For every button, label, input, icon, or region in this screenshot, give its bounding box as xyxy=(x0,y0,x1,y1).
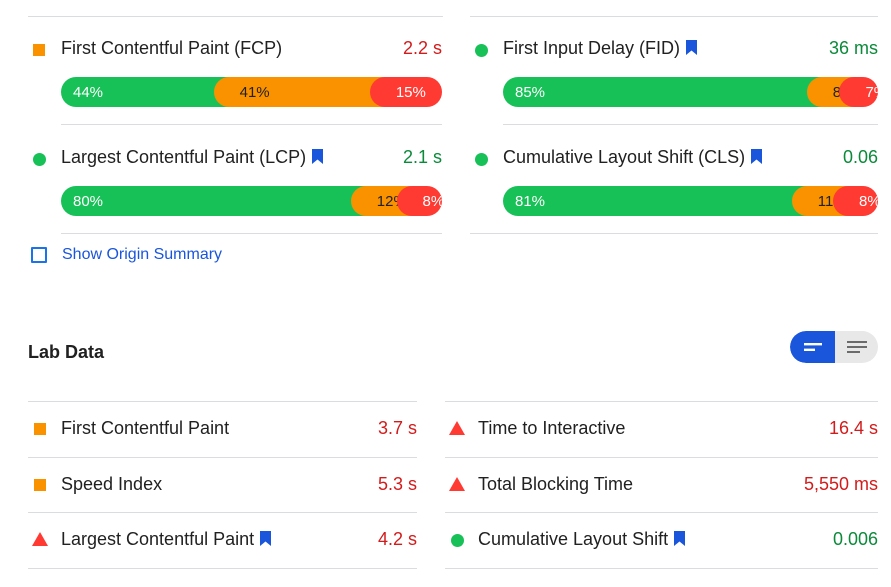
divider xyxy=(445,568,878,569)
metric-name: Largest Contentful Paint xyxy=(61,529,255,549)
metric-name: Time to Interactive xyxy=(478,418,626,438)
good-segment: 85% xyxy=(503,77,822,107)
divider xyxy=(28,457,417,458)
orange-square-icon xyxy=(33,44,45,56)
metric-value: 2.1 s xyxy=(402,147,442,167)
divider xyxy=(445,457,878,458)
divider xyxy=(28,512,417,513)
divider xyxy=(61,124,442,125)
field-metric-fid: First Input Delay (FID) 36 ms 85% 8% 7% xyxy=(475,34,878,107)
metric-name-wrap: Cumulative Layout Shift xyxy=(478,529,686,550)
green-circle-icon xyxy=(475,153,488,166)
metric-value: 16.4 s xyxy=(828,418,878,438)
origin-summary-toggle[interactable]: Show Origin Summary xyxy=(31,246,222,264)
field-metric-cls: Cumulative Layout Shift (CLS) 0.06 81% 1… xyxy=(475,143,878,216)
lab-metric-lcp: Largest Contentful Paint 4.2 s xyxy=(28,512,417,568)
lab-metric-cls: Cumulative Layout Shift 0.006 xyxy=(445,512,878,568)
metric-value: 3.7 s xyxy=(377,418,417,438)
distribution-bar: 44% 41% 15% xyxy=(61,77,442,107)
divider xyxy=(445,512,878,513)
metric-name-wrap: Largest Contentful Paint xyxy=(61,529,272,550)
orange-square-icon xyxy=(34,423,46,435)
metric-value: 0.06 xyxy=(842,147,878,167)
distribution-bar: 81% 11% 8% xyxy=(503,186,878,216)
list-detailed-icon[interactable] xyxy=(790,331,835,363)
good-segment: 44% xyxy=(61,77,229,107)
red-triangle-icon xyxy=(32,532,48,546)
metric-name: First Contentful Paint (FCP) xyxy=(61,38,283,58)
metric-name: Total Blocking Time xyxy=(478,474,634,494)
origin-summary-label[interactable]: Show Origin Summary xyxy=(62,246,223,263)
poor-segment: 8% xyxy=(833,186,878,216)
bookmark-icon[interactable] xyxy=(674,530,686,546)
metric-name: Largest Contentful Paint (LCP) xyxy=(61,147,307,167)
divider xyxy=(445,401,878,402)
metric-value: 2.2 s xyxy=(402,38,442,58)
divider xyxy=(61,233,442,234)
divider xyxy=(28,401,417,402)
metric-name: First Contentful Paint xyxy=(61,418,230,438)
good-segment: 80% xyxy=(61,186,366,216)
lab-metric-tbt: Total Blocking Time 5,550 ms xyxy=(445,457,878,513)
good-segment: 81% xyxy=(503,186,807,216)
metric-name-wrap: Cumulative Layout Shift (CLS) xyxy=(503,147,763,168)
poor-segment: 7% xyxy=(839,77,878,107)
lab-metric-speed-index: Speed Index 5.3 s xyxy=(28,457,417,513)
view-toggle[interactable] xyxy=(790,331,878,363)
metric-name: Cumulative Layout Shift (CLS) xyxy=(503,147,746,167)
field-metric-fcp: First Contentful Paint (FCP) 2.2 s 44% 4… xyxy=(33,34,442,107)
lab-data-title: Lab Data xyxy=(28,342,105,362)
divider xyxy=(470,16,878,17)
divider xyxy=(28,16,443,17)
origin-summary-checkbox[interactable] xyxy=(31,247,47,263)
poor-segment: 8% xyxy=(396,186,442,216)
metric-name-wrap: First Input Delay (FID) xyxy=(503,38,698,59)
distribution-bar: 80% 12% 8% xyxy=(61,186,442,216)
list-compact-icon[interactable] xyxy=(835,331,878,363)
metric-value: 5.3 s xyxy=(377,474,417,494)
bookmark-icon[interactable] xyxy=(260,530,272,546)
metric-name-wrap: Largest Contentful Paint (LCP) xyxy=(61,147,324,168)
metric-value: 4.2 s xyxy=(377,529,417,549)
divider xyxy=(470,233,878,234)
field-metric-lcp: Largest Contentful Paint (LCP) 2.1 s 80%… xyxy=(33,143,442,216)
orange-square-icon xyxy=(34,479,46,491)
metric-name: Cumulative Layout Shift xyxy=(478,529,669,549)
lab-metric-fcp: First Contentful Paint 3.7 s xyxy=(28,401,417,457)
red-triangle-icon xyxy=(449,477,465,491)
bookmark-icon[interactable] xyxy=(686,39,698,55)
divider xyxy=(503,124,878,125)
metric-name: First Input Delay (FID) xyxy=(503,38,681,58)
poor-segment: 15% xyxy=(369,77,442,107)
red-triangle-icon xyxy=(449,421,465,435)
lab-metric-tti: Time to Interactive 16.4 s xyxy=(445,401,878,457)
distribution-bar: 85% 8% 7% xyxy=(503,77,878,107)
metric-name: Speed Index xyxy=(61,474,163,494)
metric-value: 0.006 xyxy=(832,529,878,549)
bookmark-icon[interactable] xyxy=(312,148,324,164)
bookmark-icon[interactable] xyxy=(751,148,763,164)
average-segment: 41% xyxy=(213,77,385,107)
green-circle-icon xyxy=(451,534,464,547)
green-circle-icon xyxy=(33,153,46,166)
metric-value: 36 ms xyxy=(828,38,878,58)
metric-value: 5,550 ms xyxy=(803,474,878,494)
green-circle-icon xyxy=(475,44,488,57)
divider xyxy=(28,568,417,569)
